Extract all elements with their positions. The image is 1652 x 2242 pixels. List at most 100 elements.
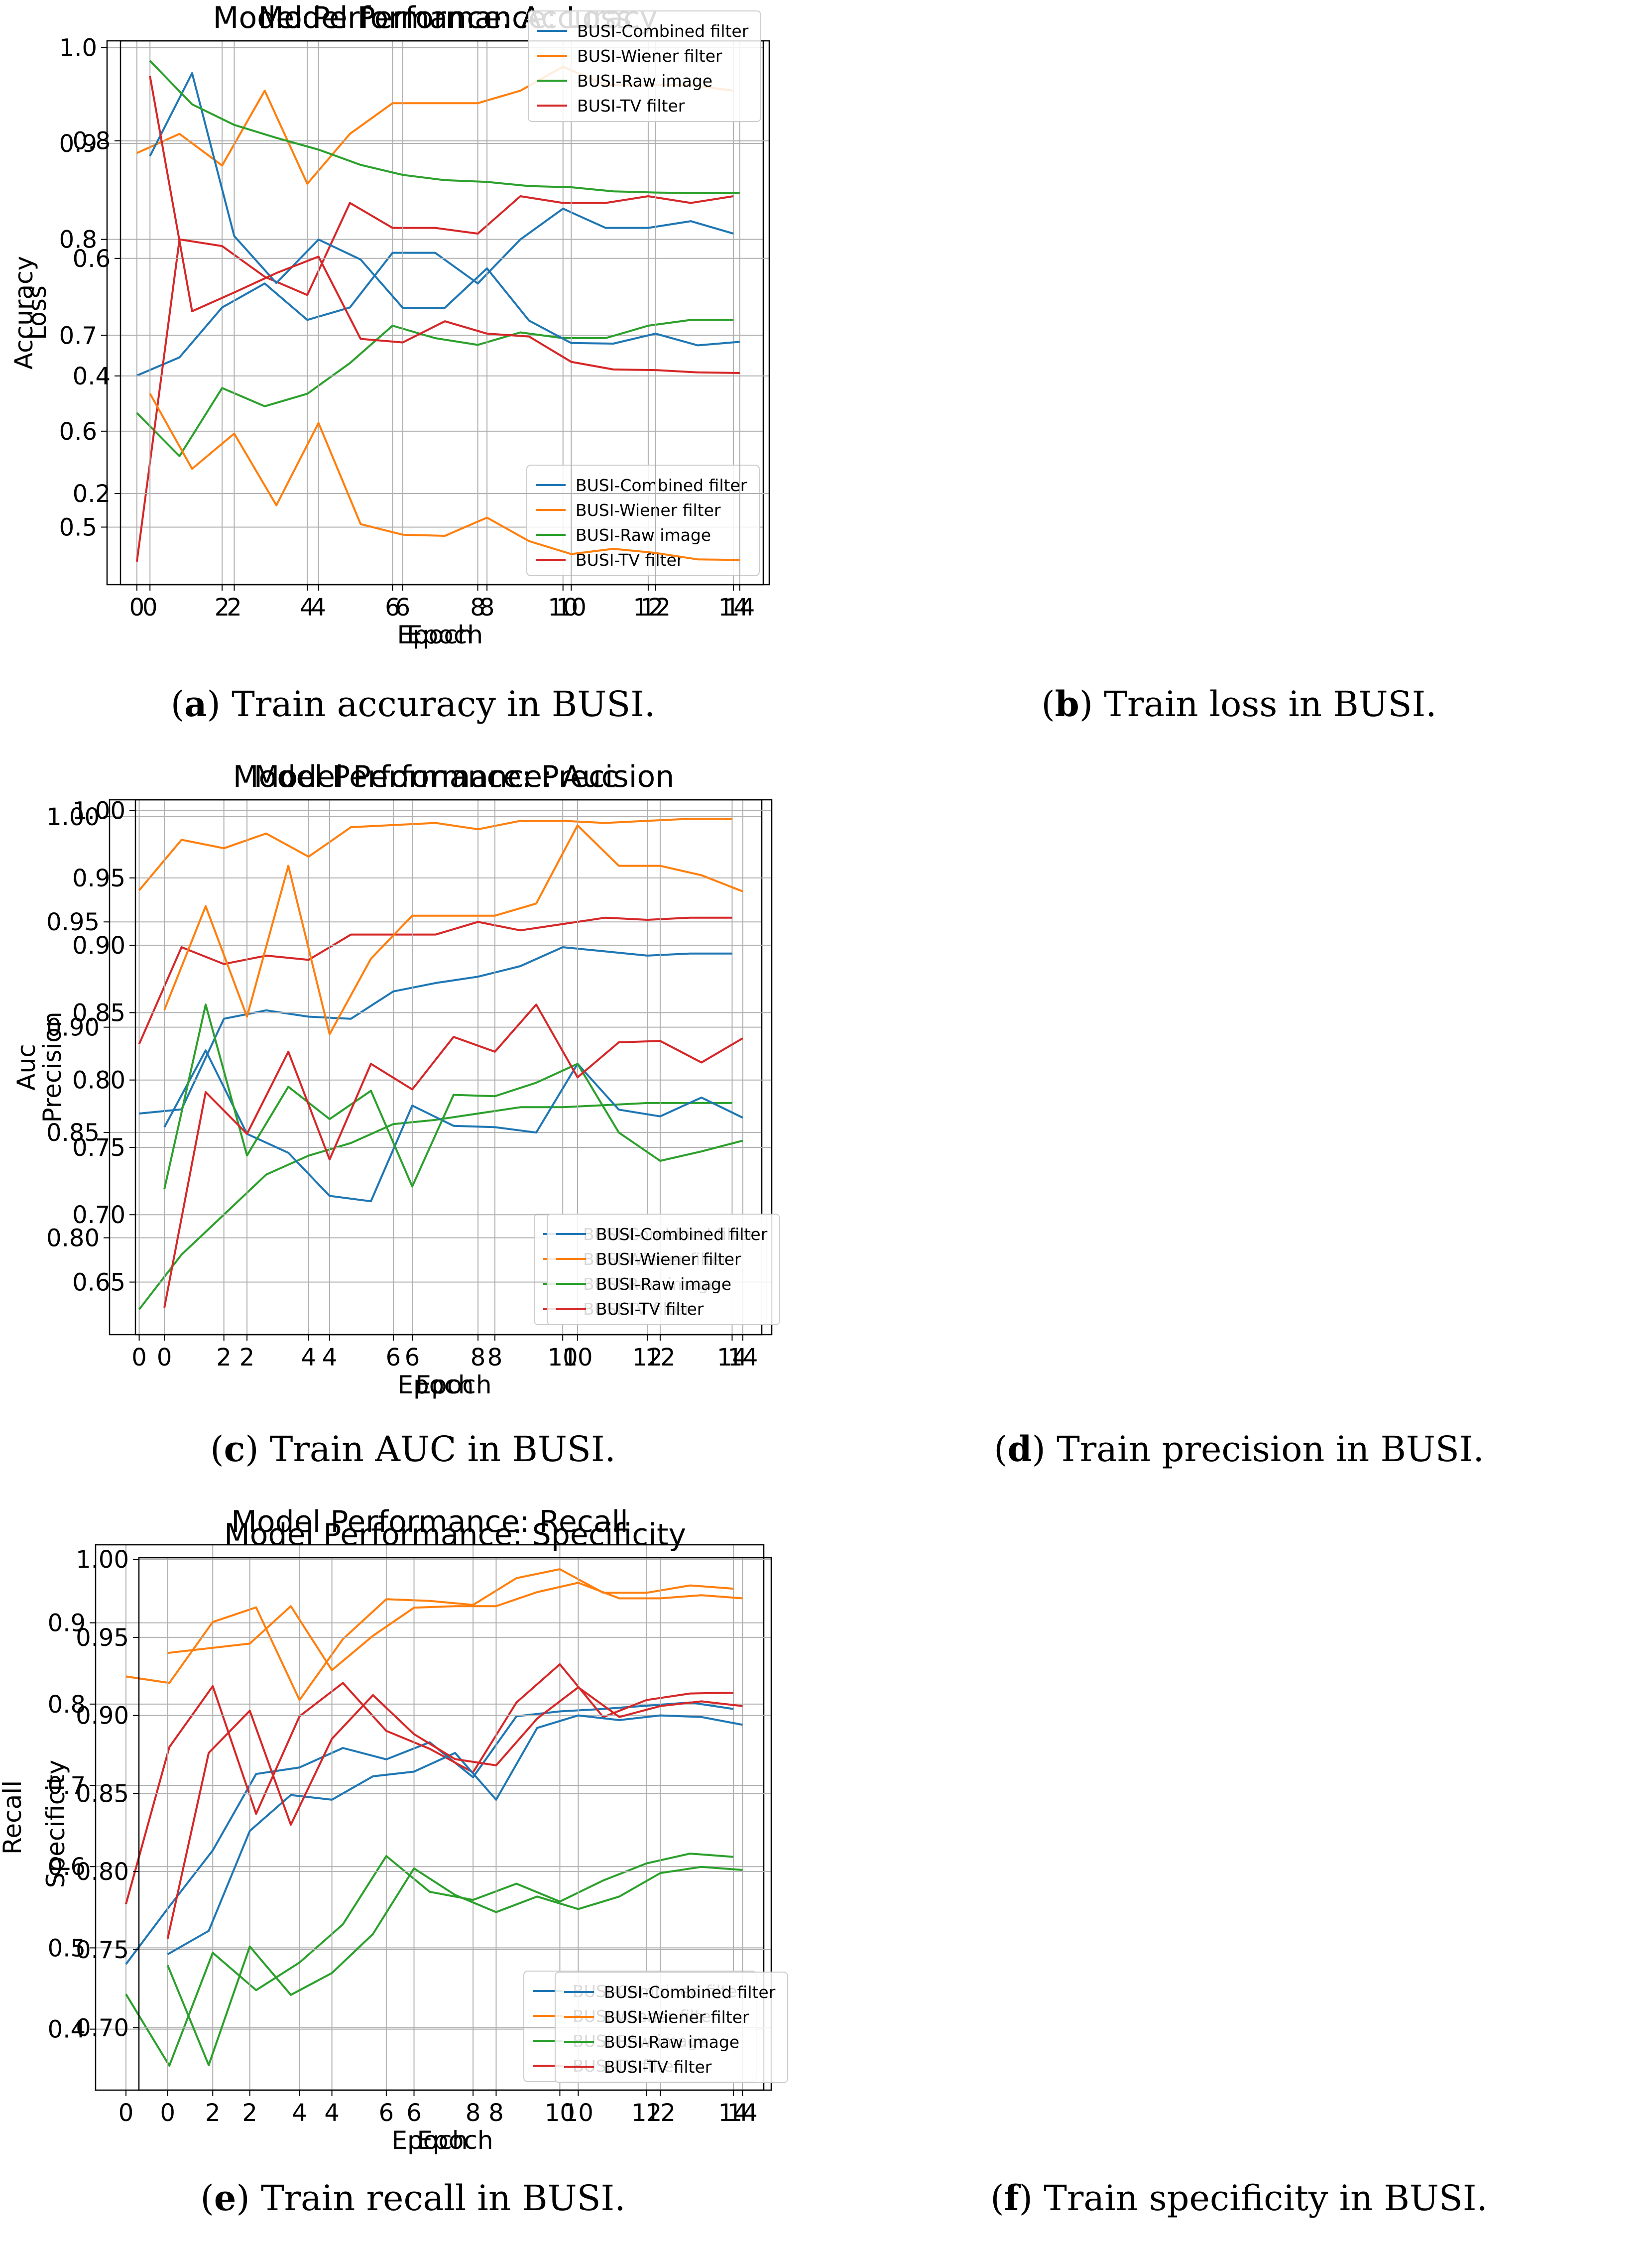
chart-panel-loss: Model Performance: Loss 0 2 4 6 8 10 12 14 0.2 0.4… [23, 0, 1652, 677]
legend-label-busi-wiener-filter: BUSI-Wiener filter [576, 500, 721, 520]
y-tick-label: 0.80 [72, 1067, 125, 1095]
x-tick-label: 14 [724, 594, 755, 622]
y-axis-label: Auc [12, 1044, 41, 1090]
x-tick-label: 12 [645, 2099, 676, 2127]
y-tick-label: 0.95 [72, 865, 125, 892]
x-tick-label: 10 [562, 1344, 592, 1371]
x-tick-label: 6 [395, 594, 411, 622]
x-tick-label: 4 [301, 1344, 317, 1371]
x-tick-label: 0 [129, 594, 145, 622]
series-line-busi-wiener-filter [138, 818, 732, 891]
legend-label-busi-raw-image: BUSI-Raw image [577, 71, 712, 91]
legend-label-busi-combined-filter: BUSI-Combined filter [576, 476, 747, 495]
series-line-busi-wiener-filter [149, 393, 740, 561]
x-tick-label: 2 [239, 1344, 255, 1371]
x-tick-label: 6 [385, 594, 400, 622]
caption-c: (c) Train AUC in BUSI. [210, 1428, 616, 1470]
legend-label-busi-tv-filter: BUSI-TV filter [604, 2057, 712, 2077]
x-tick-label: 10 [548, 594, 578, 622]
x-tick-label: 2 [242, 2099, 257, 2127]
legend-label-busi-wiener-filter: BUSI-Wiener filter [577, 46, 722, 66]
x-tick-label: 4 [292, 2099, 307, 2127]
x-tick-label: 6 [386, 1344, 401, 1371]
legend-box [528, 10, 761, 122]
y-axis-label: Accuracy [9, 256, 38, 370]
series-line-busi-raw-image [138, 1102, 732, 1310]
x-tick-label: 4 [324, 2099, 340, 2127]
series-line-busi-raw-image [163, 1003, 743, 1190]
legend-label-busi-raw-image: BUSI-Raw image [596, 1274, 731, 1294]
x-tick-label: 8 [487, 1344, 503, 1371]
x-tick-label: 14 [718, 594, 749, 622]
y-tick-label: 0.6 [73, 245, 111, 273]
y-tick-label: 1.00 [46, 803, 100, 831]
legend-box [526, 465, 760, 576]
y-tick-label: 0.7 [59, 322, 97, 350]
series-line-busi-combined-filter [139, 946, 732, 1115]
chart-svg: Model Performance: Precision 0 2 4 6 8 10 12 14 0… [38, 759, 780, 1399]
x-tick-label: 8 [466, 2099, 481, 2127]
x-tick-label: 2 [227, 594, 242, 622]
series-line-busi-raw-image [166, 1866, 743, 2066]
y-tick-label: 0.80 [76, 1858, 129, 1886]
y-axis-label: Precision [38, 1011, 67, 1122]
x-tick-label: 6 [406, 2099, 422, 2127]
y-tick-label: 0.5 [59, 513, 97, 541]
y-tick-label: 0.95 [76, 1624, 129, 1652]
y-tick-label: 0.4 [48, 2016, 86, 2044]
x-tick-label: 12 [631, 2099, 662, 2127]
x-tick-label: 0 [160, 2099, 175, 2127]
plot-frame [138, 1557, 772, 2091]
x-tick-label: 8 [488, 2099, 504, 2127]
legend: BUSI-Combined filter BUSI-Wiener filter BU… [555, 1972, 788, 2083]
y-tick-label: 1.00 [76, 1546, 129, 1574]
x-axis-label: Epoch [397, 621, 473, 649]
y-tick-label: 0.4 [73, 363, 111, 390]
legend-label-busi-combined-filter: BUSI-Combined filter [577, 21, 749, 41]
y-tick-label: 0.85 [46, 1119, 100, 1147]
x-tick-label: 12 [640, 594, 671, 622]
x-tick-label: 12 [645, 1344, 675, 1371]
legend-box [555, 1972, 788, 2083]
x-tick-label: 4 [322, 1344, 338, 1371]
series-line-busi-combined-filter [149, 72, 740, 347]
caption-d: (d) Train precision in BUSI. [994, 1428, 1484, 1470]
series-line-busi-combined-filter [167, 1714, 743, 1956]
x-tick-label: 0 [131, 1344, 147, 1371]
x-tick-label: 0 [142, 594, 158, 622]
series-line-busi-raw-image [136, 319, 734, 457]
x-axis-label: Epoch [415, 1370, 491, 1399]
x-tick-label: 0 [157, 1344, 172, 1371]
y-tick-label: 1.00 [72, 797, 125, 825]
x-tick-label: 0 [118, 2099, 134, 2127]
x-tick-label: 12 [632, 1344, 663, 1371]
caption-f: (f) Train specificity in BUSI. [990, 2177, 1488, 2219]
chart-title: Model Performance: Specificity [224, 1517, 686, 1552]
y-tick-label: 0.5 [48, 1934, 86, 1962]
series-line-busi-wiener-filter [125, 1568, 734, 1701]
series-line-busi-combined-filter [125, 1701, 734, 1965]
x-tick-label: 10 [545, 2099, 575, 2127]
y-tick-label: 0.65 [72, 1268, 125, 1296]
chart-title: Model Performance: Recall [231, 1504, 628, 1539]
x-axis-label: Epoch [407, 621, 483, 649]
y-tick-label: 0.90 [46, 1014, 100, 1042]
y-tick-label: 0.7 [48, 1772, 86, 1800]
x-tick-label: 10 [556, 594, 587, 622]
x-tick-label: 4 [300, 594, 315, 622]
legend-label-busi-wiener-filter: BUSI-Wiener filter [604, 2007, 749, 2027]
series-line-busi-tv-filter [149, 76, 740, 374]
y-tick-label: 0.70 [76, 2014, 129, 2042]
series-line-busi-combined-filter [136, 208, 734, 376]
y-tick-label: 0.9 [48, 1610, 86, 1637]
legend-label-busi-raw-image: BUSI-Raw image [576, 525, 711, 545]
y-tick-label: 0.90 [72, 932, 125, 960]
caption-b: (b) Train loss in BUSI. [1041, 683, 1437, 725]
y-tick-label: 0.2 [73, 480, 111, 508]
x-axis-label: Epoch [417, 2126, 493, 2155]
plot-frame [119, 40, 770, 586]
y-tick-label: 0.85 [76, 1780, 129, 1808]
legend: BUSI-Combined filter BUSI-Wiener filter BU… [547, 1214, 780, 1325]
x-tick-label: 14 [717, 1344, 747, 1371]
chart-panel-precision: Model Performance: Precision 0 2 4 6 8 10 12 14 0… [38, 0, 1652, 1444]
